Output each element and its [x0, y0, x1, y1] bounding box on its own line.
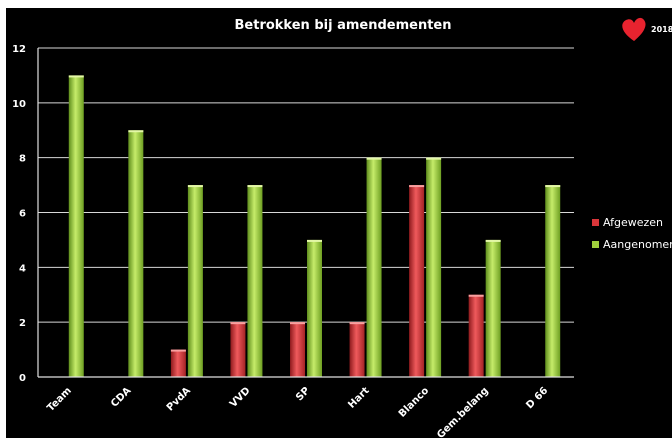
y-tick-label: 6 [19, 209, 26, 220]
bar-afgewezen-7 [468, 294, 484, 377]
x-tick-label: Gem.belang [435, 385, 491, 441]
bar-top-afgewezen-7 [468, 294, 484, 297]
chart-area-background [6, 8, 672, 438]
bar-aangenomen-7 [485, 239, 501, 377]
axis-labels: 0 2 4 6 8 10 12 Team CDA PvdA VVD SP Hart Blanco Gem.b… [12, 44, 550, 441]
bar-top-aangenomen-6 [426, 157, 442, 160]
legend-label-aangenomen: Aangenomen [603, 238, 672, 251]
gridlines [38, 47, 574, 323]
y-tick-label: 10 [12, 99, 26, 110]
heart-icon [622, 17, 646, 41]
axes [37, 48, 574, 378]
bar-top-aangenomen-8 [545, 185, 561, 188]
y-tick-label: 2 [19, 318, 26, 329]
bar-afgewezen-4 [290, 322, 305, 377]
bar-aangenomen-5 [366, 157, 382, 377]
bar-aangenomen-0 [68, 75, 84, 378]
bar-aangenomen-1 [128, 130, 144, 377]
bar-top-afgewezen-5 [349, 322, 365, 325]
x-tick-label: D 66 [524, 385, 550, 411]
x-tick-label: Blanco [397, 385, 432, 420]
bar-top-aangenomen-4 [307, 239, 322, 242]
bar-top-afgewezen-3 [230, 322, 246, 325]
x-tick-label: VVD [228, 385, 253, 410]
bar-aangenomen-8 [545, 185, 561, 377]
x-tick-label: SP [294, 385, 312, 403]
bar-top-aangenomen-2 [187, 185, 203, 188]
year-badge: 2018 [622, 17, 672, 41]
x-tick-label: CDA [109, 385, 133, 409]
bar-top-aangenomen-5 [366, 157, 382, 160]
legend-swatch-afgewezen [592, 219, 599, 226]
legend: Afgewezen Aangenomen [592, 216, 672, 251]
x-tick-label: Hart [346, 385, 371, 410]
bar-top-aangenomen-3 [247, 185, 263, 188]
chart-title: Betrokken bij amendementen [235, 18, 452, 33]
bar-afgewezen-5 [349, 322, 365, 377]
bar-aangenomen-4 [307, 239, 322, 377]
bar-afgewezen-6 [409, 185, 425, 377]
bar-top-afgewezen-4 [290, 322, 305, 325]
bar-top-afgewezen-2 [170, 349, 186, 352]
bar-top-aangenomen-0 [68, 75, 84, 78]
bar-aangenomen-6 [426, 157, 442, 377]
bars [68, 75, 561, 378]
legend-label-afgewezen: Afgewezen [603, 216, 663, 229]
bar-top-aangenomen-1 [128, 130, 144, 133]
y-tick-label: 0 [19, 373, 26, 384]
bar-afgewezen-2 [170, 349, 186, 377]
bar-aangenomen-2 [187, 185, 203, 377]
bar-top-aangenomen-7 [485, 239, 501, 242]
x-tick-label: Team [45, 385, 74, 414]
bar-aangenomen-3 [247, 185, 263, 377]
y-tick-label: 12 [12, 44, 26, 55]
bar-top-afgewezen-6 [409, 185, 425, 188]
x-tick-label: PvdA [165, 385, 193, 413]
bar-afgewezen-3 [230, 322, 246, 377]
y-tick-label: 4 [19, 263, 26, 274]
badge-year: 2018 [651, 25, 672, 34]
y-tick-label: 8 [19, 154, 26, 165]
legend-swatch-aangenomen [592, 241, 599, 248]
